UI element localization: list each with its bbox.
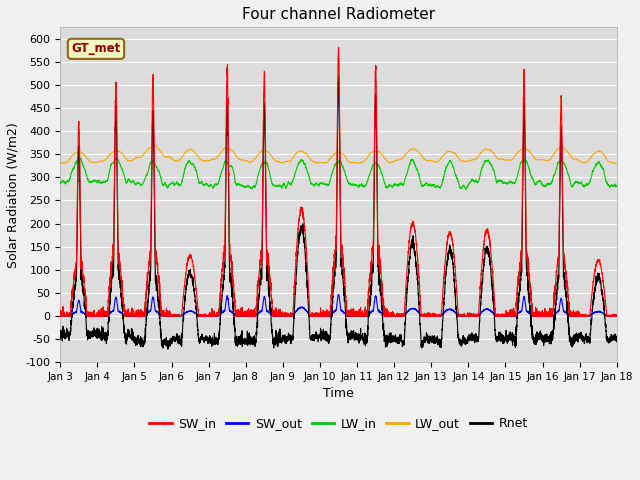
Title: Four channel Radiometer: Four channel Radiometer — [242, 7, 435, 22]
Text: GT_met: GT_met — [71, 42, 120, 55]
X-axis label: Time: Time — [323, 387, 354, 400]
Legend: SW_in, SW_out, LW_in, LW_out, Rnet: SW_in, SW_out, LW_in, LW_out, Rnet — [144, 412, 533, 435]
Y-axis label: Solar Radiation (W/m2): Solar Radiation (W/m2) — [7, 122, 20, 267]
